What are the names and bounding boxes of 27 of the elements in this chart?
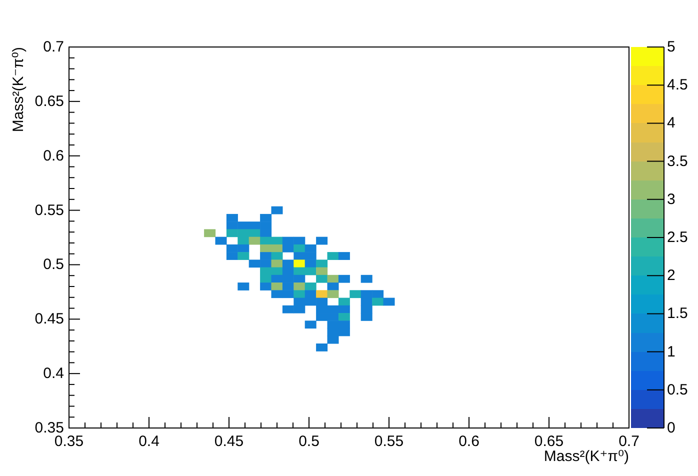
x-axis-title: Mass²(K⁺π⁰) bbox=[544, 448, 630, 465]
color-bar-label: 1 bbox=[667, 343, 676, 360]
color-bar-label: 2 bbox=[667, 267, 676, 284]
y-tick-label: 0.7 bbox=[43, 38, 64, 56]
y-tick-label: 0.55 bbox=[34, 202, 64, 219]
y-axis-title: Mass²(K⁻π⁰) bbox=[10, 46, 27, 132]
color-bar-label: 1.5 bbox=[667, 305, 688, 322]
color-bar-label: 0 bbox=[667, 420, 676, 436]
y-tick-label: 0.5 bbox=[43, 256, 64, 274]
x-tick-label: 0.7 bbox=[618, 433, 640, 450]
y-tick-label: 0.6 bbox=[43, 147, 64, 164]
y-tick-label: 0.45 bbox=[34, 310, 64, 328]
x-tick-label: 0.6 bbox=[458, 433, 480, 450]
color-bar-label: 4 bbox=[667, 114, 676, 132]
color-bar-label: 3 bbox=[667, 190, 676, 208]
x-tick-label: 0.55 bbox=[374, 433, 404, 450]
x-tick-label: 0.65 bbox=[534, 433, 564, 450]
color-bar-label: 4.5 bbox=[667, 76, 688, 94]
x-tick-label: 0.5 bbox=[298, 433, 320, 450]
y-tick-label: 0.65 bbox=[34, 92, 64, 110]
color-bar-label: 3.5 bbox=[667, 152, 688, 170]
color-bar-label: 2.5 bbox=[667, 229, 688, 246]
color-bar-label: 5 bbox=[667, 38, 676, 56]
y-tick-label: 0.4 bbox=[43, 365, 64, 382]
x-tick-label: 0.4 bbox=[138, 433, 160, 450]
x-tick-label: 0.45 bbox=[214, 433, 244, 450]
color-bar-label: 0.5 bbox=[667, 381, 688, 398]
